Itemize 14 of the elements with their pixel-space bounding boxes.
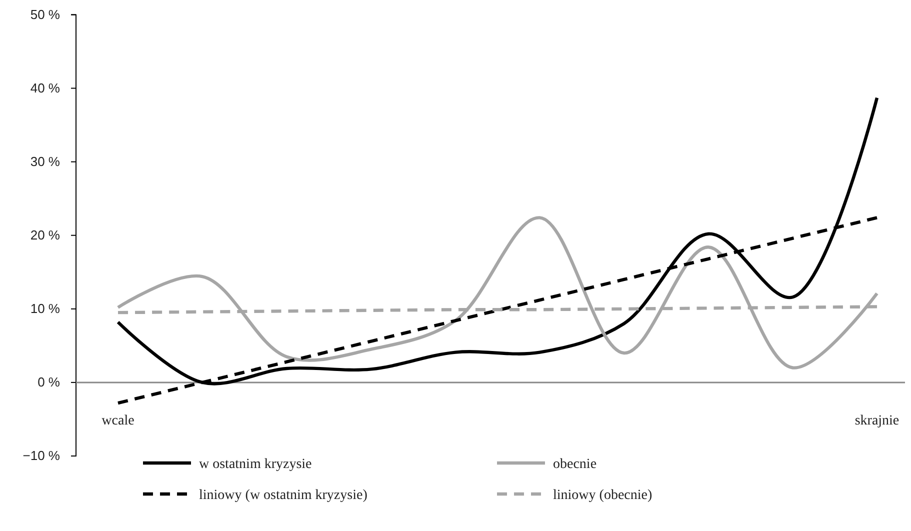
legend-label: liniowy (w ostatnim kryzysie) [199,488,368,503]
x-tick-label: skrajnie [854,413,900,428]
y-tick-label: 30 % [30,154,60,169]
legend-label: liniowy (obecnie) [553,488,652,503]
y-tick-label: 50 % [30,6,60,22]
x-tick-label: wcale [102,413,134,428]
legend-label: obecnie [553,457,597,472]
legend-label: w ostatnim kryzysie [199,457,312,472]
y-tick-label: 40 % [30,80,60,96]
line-series [116,216,879,370]
y-tick-label: 10 % [30,301,60,316]
y-tick-label: −10 % [22,448,60,464]
y-tick-label: 20 % [30,228,60,243]
y-tick-label: 0 % [38,374,60,390]
